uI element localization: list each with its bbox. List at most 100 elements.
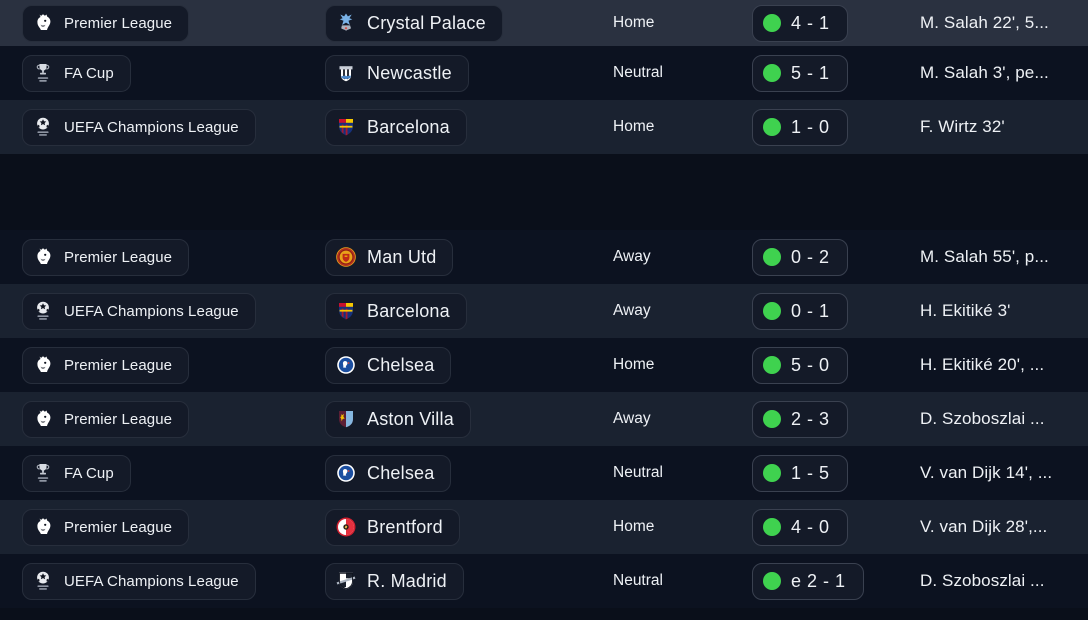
score-chip[interactable]: 5 - 1: [752, 54, 848, 92]
match-row[interactable]: Premier League Aston Villa Away 2 - 3 D.…: [0, 392, 1088, 446]
match-row[interactable]: UEFA Champions League R. Madrid Neutral …: [0, 554, 1088, 608]
score-chip[interactable]: 5 - 0: [752, 346, 848, 384]
barcelona-icon: [335, 116, 357, 138]
league-label: UEFA Champions League: [64, 118, 239, 136]
premier-league-icon: [32, 516, 54, 538]
win-indicator-dot: [763, 464, 781, 482]
league-chip[interactable]: UEFA Champions League: [22, 108, 256, 146]
venue-label: Neutral: [613, 464, 663, 481]
score-label: 0 - 2: [791, 246, 830, 267]
barcelona-icon: [335, 300, 357, 322]
win-indicator-dot: [763, 248, 781, 266]
league-chip[interactable]: FA Cup: [22, 454, 131, 492]
goalscorers-label: M. Salah 55', p...: [920, 247, 1049, 266]
man-utd-icon: [335, 246, 357, 268]
team-label: Brentford: [367, 516, 443, 537]
team-chip[interactable]: Chelsea: [325, 454, 452, 492]
win-indicator-dot: [763, 572, 781, 590]
league-chip[interactable]: Premier League: [22, 238, 190, 276]
venue-label: Neutral: [613, 64, 663, 81]
team-chip[interactable]: Newcastle: [325, 54, 469, 92]
score-label: 5 - 0: [791, 354, 830, 375]
league-chip[interactable]: Premier League: [22, 346, 190, 384]
premier-league-icon: [32, 12, 54, 34]
venue-label: Away: [613, 410, 651, 427]
team-chip[interactable]: Chelsea: [325, 346, 452, 384]
league-label: FA Cup: [64, 64, 114, 82]
bottom-separator: [0, 608, 1088, 620]
team-chip[interactable]: Man Utd: [325, 238, 454, 276]
match-row[interactable]: Premier League Brentford Home 4 - 0 V. v…: [0, 500, 1088, 554]
premier-league-icon: [32, 246, 54, 268]
goalscorers-label: V. van Dijk 14', ...: [920, 463, 1053, 482]
team-label: Newcastle: [367, 62, 452, 83]
match-row[interactable]: FA Cup Newcastle Neutral 5 - 1 M. Salah …: [0, 46, 1088, 100]
score-label: 4 - 1: [791, 12, 830, 33]
score-label: 1 - 5: [791, 462, 830, 483]
league-label: FA Cup: [64, 464, 114, 482]
score-chip[interactable]: 0 - 2: [752, 238, 848, 276]
goalscorers-label: M. Salah 22', 5...: [920, 13, 1049, 32]
team-chip[interactable]: Barcelona: [325, 108, 467, 146]
score-chip[interactable]: 4 - 1: [752, 4, 848, 42]
real-madrid-icon: [335, 570, 357, 592]
goalscorers-label: V. van Dijk 28',...: [920, 517, 1048, 536]
team-chip[interactable]: Crystal Palace: [325, 4, 503, 42]
team-label: Chelsea: [367, 462, 435, 483]
score-label: 5 - 1: [791, 62, 830, 83]
team-chip[interactable]: Aston Villa: [325, 400, 471, 438]
match-row[interactable]: UEFA Champions League Barcelona Home 1 -…: [0, 100, 1088, 154]
brentford-icon: [335, 516, 357, 538]
win-indicator-dot: [763, 64, 781, 82]
uefa-champions-league-icon: [32, 570, 54, 592]
win-indicator-dot: [763, 118, 781, 136]
score-chip[interactable]: 0 - 1: [752, 292, 848, 330]
team-chip[interactable]: R. Madrid: [325, 562, 464, 600]
league-label: Premier League: [64, 248, 173, 266]
aston-villa-icon: [335, 408, 357, 430]
match-row[interactable]: Premier League Man Utd Away 0 - 2 M. Sal…: [0, 230, 1088, 284]
crystal-palace-icon: [335, 12, 357, 34]
match-row[interactable]: Premier League Chelsea Home 5 - 0 H. Eki…: [0, 338, 1088, 392]
uefa-champions-league-icon: [32, 116, 54, 138]
score-chip[interactable]: 1 - 5: [752, 454, 848, 492]
venue-label: Away: [613, 302, 651, 319]
score-chip[interactable]: e 2 - 1: [752, 562, 864, 600]
league-chip[interactable]: Premier League: [22, 400, 190, 438]
goalscorers-label: D. Szoboszlai ...: [920, 571, 1045, 590]
goalscorers-label: F. Wirtz 32': [920, 117, 1005, 136]
goalscorers-label: M. Salah 3', pe...: [920, 63, 1049, 82]
league-label: Premier League: [64, 356, 173, 374]
win-indicator-dot: [763, 14, 781, 32]
league-label: Premier League: [64, 518, 173, 536]
league-label: Premier League: [64, 410, 173, 428]
league-chip[interactable]: UEFA Champions League: [22, 292, 256, 330]
league-chip[interactable]: Premier League: [22, 4, 190, 42]
team-chip[interactable]: Brentford: [325, 508, 460, 546]
team-label: Crystal Palace: [367, 12, 486, 33]
match-row[interactable]: UEFA Champions League Barcelona Away 0 -…: [0, 284, 1088, 338]
goalscorers-label: D. Szoboszlai ...: [920, 409, 1045, 428]
premier-league-icon: [32, 408, 54, 430]
match-row[interactable]: FA Cup Chelsea Neutral 1 - 5 V. van Dijk…: [0, 446, 1088, 500]
league-label: UEFA Champions League: [64, 302, 239, 320]
venue-label: Neutral: [613, 572, 663, 589]
win-indicator-dot: [763, 410, 781, 428]
score-chip[interactable]: 2 - 3: [752, 400, 848, 438]
score-chip[interactable]: 1 - 0: [752, 108, 848, 146]
score-chip[interactable]: 4 - 0: [752, 508, 848, 546]
league-chip[interactable]: Premier League: [22, 508, 190, 546]
uefa-champions-league-icon: [32, 300, 54, 322]
chelsea-icon: [335, 462, 357, 484]
fa-cup-icon: [32, 62, 54, 84]
premier-league-icon: [32, 354, 54, 376]
league-chip[interactable]: UEFA Champions League: [22, 562, 256, 600]
match-row[interactable]: Premier League Crystal Palace Home 4 - 1…: [0, 0, 1088, 46]
score-label: 0 - 1: [791, 300, 830, 321]
league-chip[interactable]: FA Cup: [22, 54, 131, 92]
team-chip[interactable]: Barcelona: [325, 292, 467, 330]
fa-cup-icon: [32, 462, 54, 484]
section-separator: [0, 154, 1088, 230]
league-label: UEFA Champions League: [64, 572, 239, 590]
